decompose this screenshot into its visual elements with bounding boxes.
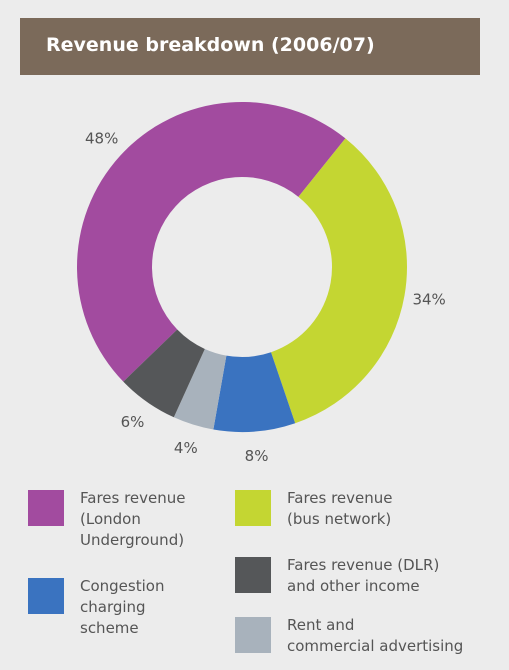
- donut-slice: [173, 348, 227, 430]
- legend-swatch: [235, 490, 271, 526]
- legend-swatch: [28, 490, 64, 526]
- legend-swatch: [235, 617, 271, 653]
- chart-title: Revenue breakdown (2006/07): [46, 34, 375, 56]
- value-label: 6%: [121, 413, 145, 431]
- legend-label: Fares revenue (DLR) and other income: [287, 556, 440, 595]
- donut-slice: [271, 138, 407, 424]
- value-label: 48%: [85, 129, 118, 147]
- legend-label: Fares revenue (bus network): [287, 489, 393, 528]
- legend-label: Rent and commercial advertising: [287, 616, 464, 655]
- donut-slice: [123, 329, 205, 418]
- donut-slice: [213, 352, 296, 432]
- legend-label: Fares revenue (London Underground): [80, 489, 186, 549]
- value-label: 4%: [174, 439, 198, 457]
- legend-label: Congestion charging scheme: [80, 577, 165, 637]
- value-label: 8%: [245, 447, 269, 465]
- donut-slice: [77, 102, 346, 382]
- legend-swatch: [235, 557, 271, 593]
- legend-swatch: [28, 578, 64, 614]
- value-label: 34%: [412, 290, 445, 308]
- title-bar: Revenue breakdown (2006/07): [20, 18, 480, 75]
